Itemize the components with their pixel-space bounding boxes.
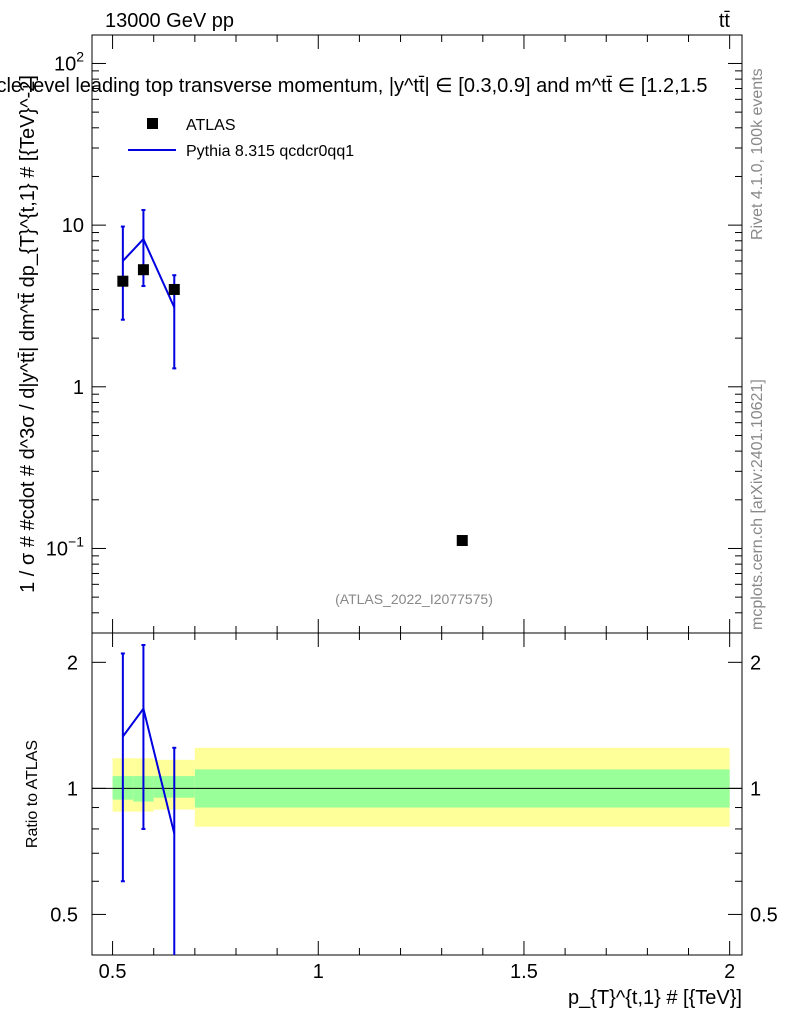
ratio-plot-marks <box>120 643 177 955</box>
legend-data-label: ATLAS <box>186 117 236 134</box>
ratio-y-tick-label-right: 0.5 <box>750 904 778 926</box>
ratio-y-tick-label: 0.5 <box>50 904 78 926</box>
ratio-uncertainty-bands <box>92 747 742 827</box>
ratio-y-tick-label-right: 1 <box>750 778 761 800</box>
main-plot-marks <box>117 209 468 547</box>
main-y-tick-label: 1 <box>73 377 84 399</box>
legend-mc-label: Pythia 8.315 qcdcr0qq1 <box>186 143 354 160</box>
atlas-data-point <box>137 264 149 276</box>
process-label: tt̄ <box>719 10 731 32</box>
x-tick-label: 0.5 <box>99 961 127 983</box>
ratio-axis-ticks: 0.5 0.5 1 1 2 2 0.5 1 1.5 2 <box>50 633 778 983</box>
ratio-panel-frame <box>91 632 743 956</box>
main-y-tick-label: 10−1 <box>46 533 84 560</box>
atlas-data-point <box>456 535 468 547</box>
mcplots-credit: mcplots.cern.ch [arXiv:2401.10621] <box>749 379 766 630</box>
x-tick-label: 1.5 <box>510 961 538 983</box>
mc-line <box>122 237 176 308</box>
main-y-axis-label: 1 / σ # #cdot # d^3σ / d|y^tt̄| dm^tt̄ d… <box>17 75 39 593</box>
plot-title: icle-level leading top transverse moment… <box>0 75 707 97</box>
x-axis-label: p_{T}^{t,1} # [{TeV}] <box>568 987 742 1009</box>
ratio-y-axis-label: Ratio to ATLAS <box>24 740 41 848</box>
analysis-id: (ATLAS_2022_I2077575) <box>335 591 493 607</box>
atlas-data-point <box>117 275 129 287</box>
x-tick-label: 1 <box>313 961 324 983</box>
rivet-version: Rivet 4.1.0, 100k events <box>749 68 766 240</box>
legend-data-marker <box>147 118 158 129</box>
main-y-tick-label: 10 <box>62 215 84 237</box>
ratio-mc-line <box>122 706 176 834</box>
ratio-y-tick-label-right: 2 <box>750 652 761 674</box>
ratio-y-tick-label: 1 <box>67 778 78 800</box>
x-tick-label: 2 <box>724 961 735 983</box>
atlas-data-point <box>168 283 180 295</box>
main-axis-ticks: 10−1 1 10 102 <box>46 35 742 634</box>
ratio-y-tick-label: 2 <box>67 652 78 674</box>
legend: ATLAS Pythia 8.315 qcdcr0qq1 <box>128 117 354 160</box>
energy-label: 13000 GeV pp <box>105 10 234 32</box>
main-y-tick-label: 102 <box>54 48 84 75</box>
